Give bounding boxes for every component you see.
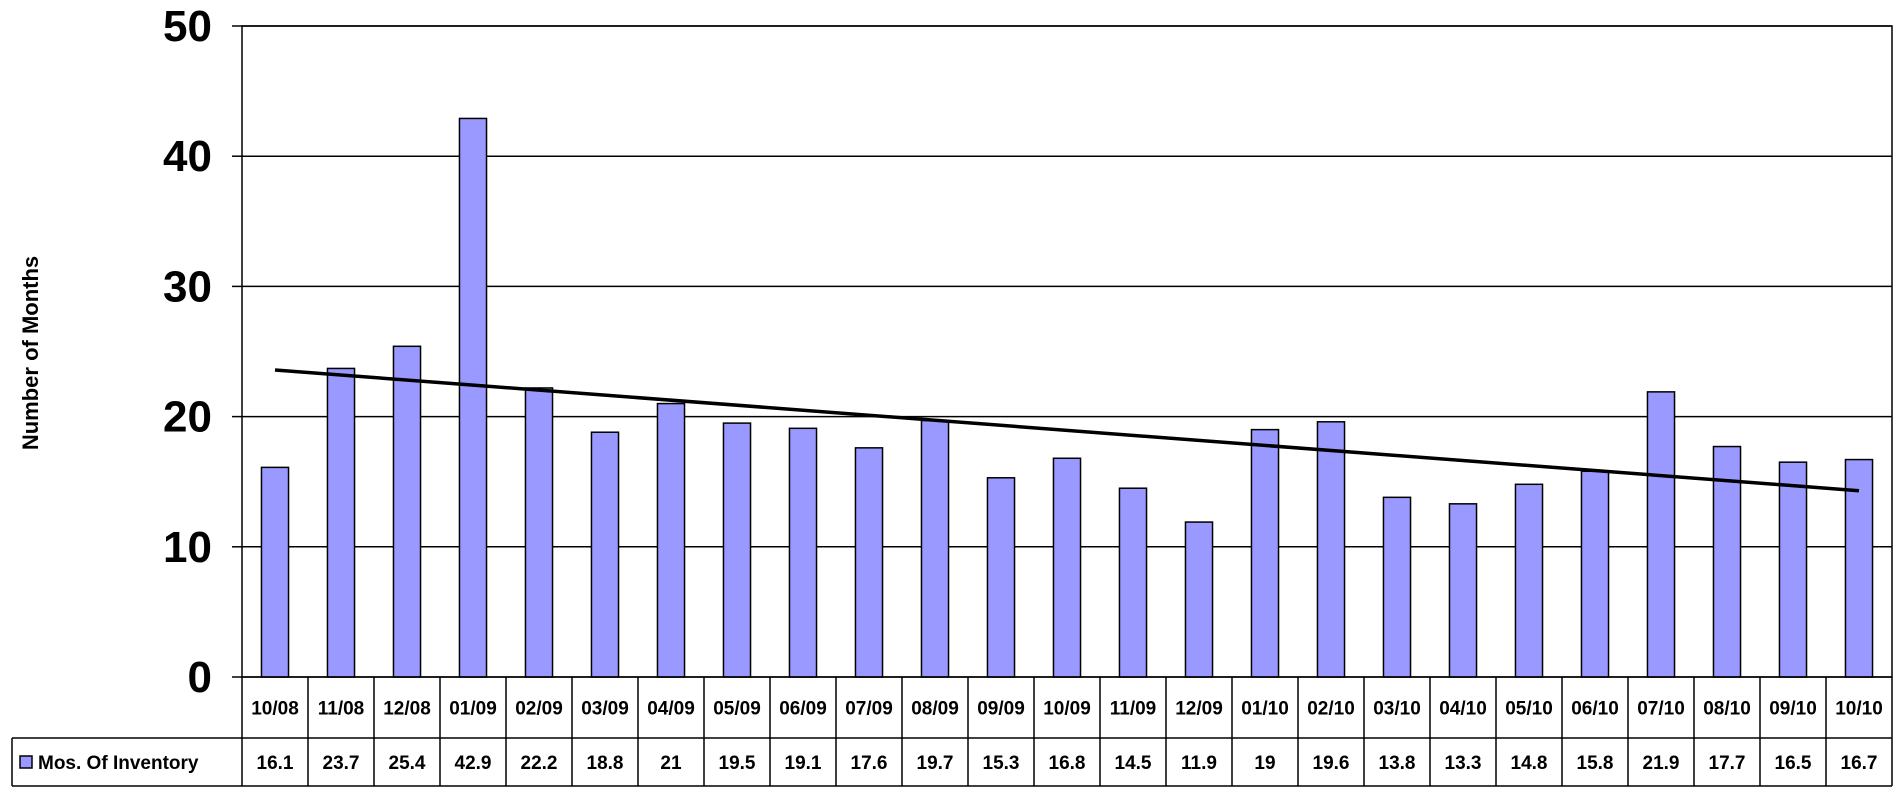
bar (524, 387, 554, 678)
category-label: 04/09 (647, 699, 695, 720)
legend-series-name: Mos. Of Inventory (38, 753, 199, 774)
data-value-label: 13.8 (1379, 753, 1416, 774)
data-value-label: 21.9 (1643, 753, 1680, 774)
bar (1184, 521, 1214, 678)
y-tick-label: 20 (163, 393, 212, 442)
y-tick-label: 0 (188, 653, 212, 702)
category-label: 05/09 (713, 699, 761, 720)
category-label: 06/10 (1571, 699, 1619, 720)
bar (1250, 428, 1280, 678)
bar (722, 422, 752, 678)
data-value-label: 23.7 (323, 753, 360, 774)
bar (1514, 483, 1544, 678)
bar (920, 419, 950, 678)
category-label: 05/10 (1505, 699, 1553, 720)
plot-area-frame (241, 25, 1893, 678)
category-label: 02/10 (1307, 699, 1355, 720)
category-label: 10/10 (1835, 699, 1883, 720)
category-label: 03/10 (1373, 699, 1421, 720)
bar (1646, 391, 1676, 678)
category-label: 09/09 (977, 699, 1025, 720)
bar (590, 431, 620, 678)
category-label: 08/10 (1703, 699, 1751, 720)
category-label: 10/08 (251, 699, 299, 720)
y-tick-label: 10 (163, 523, 212, 572)
data-table: 10/08 16.1 11/08 23.7 12/08 25.4 01/09 42.9 02/0… (11, 677, 1893, 787)
data-value-label: 15.8 (1577, 753, 1614, 774)
category-label: 03/09 (581, 699, 629, 720)
data-value-label: 15.3 (983, 753, 1020, 774)
category-label: 11/09 (1110, 699, 1157, 720)
bar (986, 477, 1016, 678)
category-label: 09/10 (1769, 699, 1817, 720)
bar (1580, 470, 1610, 678)
bars (260, 117, 1874, 678)
bar (326, 367, 356, 678)
bar (1778, 461, 1808, 678)
data-value-label: 25.4 (389, 753, 426, 774)
data-value-label: 19.7 (917, 753, 954, 774)
data-value-label: 19.5 (719, 753, 756, 774)
category-label: 02/09 (515, 699, 563, 720)
bar (458, 117, 488, 678)
bar (1316, 421, 1346, 678)
data-value-label: 19 (1254, 753, 1275, 774)
bar (1118, 487, 1148, 678)
bar (392, 345, 422, 678)
data-value-label: 19.1 (785, 753, 822, 774)
data-value-label: 19.6 (1313, 753, 1350, 774)
bar (854, 447, 884, 678)
data-value-label: 22.2 (521, 753, 558, 774)
y-tick-label: 50 (163, 2, 212, 51)
data-value-label: 16.5 (1775, 753, 1812, 774)
bar (788, 427, 818, 678)
y-axis-label: Number of Months (18, 256, 43, 450)
data-value-label: 42.9 (455, 753, 492, 774)
data-value-label: 11.9 (1181, 753, 1217, 774)
bar (1844, 458, 1874, 678)
bar (260, 466, 290, 678)
bar (1382, 496, 1412, 678)
bar (1052, 457, 1082, 678)
data-value-label: 17.7 (1709, 753, 1746, 774)
category-label: 06/09 (779, 699, 827, 720)
legend-swatch (19, 755, 33, 769)
category-label: 01/09 (449, 699, 497, 720)
bar (1712, 445, 1742, 678)
bar (1448, 503, 1478, 678)
data-value-label: 18.8 (587, 753, 624, 774)
trendline (274, 368, 1860, 493)
data-value-label: 14.5 (1115, 753, 1152, 774)
category-label: 12/08 (383, 699, 431, 720)
y-axis-ticks: 0 10 20 30 40 50 (163, 2, 212, 702)
data-value-label: 21 (660, 753, 682, 774)
y-tick-label: 40 (163, 132, 212, 181)
data-value-label: 14.8 (1511, 753, 1548, 774)
category-label: 01/10 (1241, 699, 1289, 720)
category-label: 10/09 (1043, 699, 1091, 720)
category-label: 11/08 (318, 699, 365, 720)
data-value-label: 17.6 (851, 753, 888, 774)
category-label: 07/09 (845, 699, 893, 720)
category-label: 07/10 (1637, 699, 1685, 720)
category-label: 04/10 (1439, 699, 1487, 720)
data-value-label: 16.1 (257, 753, 294, 774)
data-value-label: 13.3 (1445, 753, 1482, 774)
data-value-label: 16.8 (1049, 753, 1086, 774)
category-label: 12/09 (1175, 699, 1223, 720)
data-value-label: 16.7 (1841, 753, 1878, 774)
legend: Mos. Of Inventory (19, 753, 199, 774)
bar (656, 402, 686, 678)
y-tick-label: 30 (163, 262, 212, 311)
category-label: 08/09 (911, 699, 959, 720)
